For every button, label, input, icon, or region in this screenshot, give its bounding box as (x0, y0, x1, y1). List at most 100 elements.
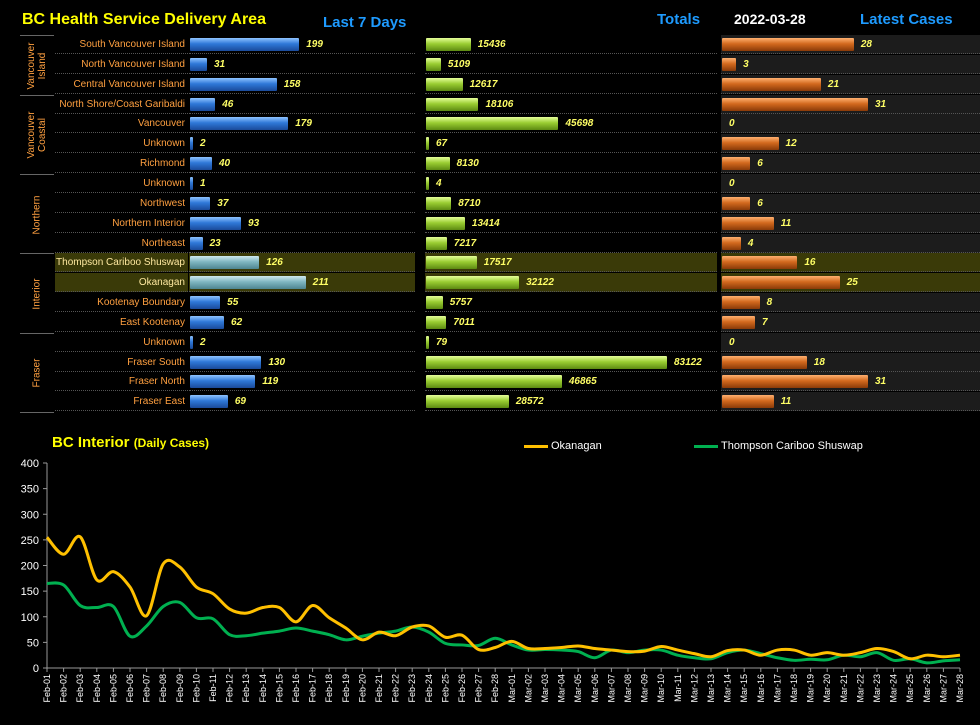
x-tick-label: Mar-26 (922, 674, 932, 703)
x-tick-label: Mar-08 (623, 674, 633, 703)
x-tick-label: Mar-05 (573, 674, 583, 703)
tcs-series-line (46, 581, 961, 665)
total-cell: 17517 (425, 253, 717, 273)
last-7-days-cell: 2 (189, 134, 415, 154)
total-bar (426, 315, 447, 329)
legend-tcs-swatch (694, 444, 718, 448)
x-tick-label: Mar-07 (606, 674, 616, 703)
total-bar (426, 137, 429, 151)
x-tick-label: Feb-14 (258, 674, 268, 703)
table-row: Thompson Cariboo Shuswap 126 17517 16 (0, 253, 980, 273)
x-tick-label: Feb-22 (391, 674, 401, 703)
total-cell: 13414 (425, 214, 717, 233)
last-7-days-value: 23 (209, 237, 221, 249)
last-7-days-value: 69 (234, 396, 246, 408)
x-tick-label: Feb-23 (407, 674, 417, 703)
total-value: 8130 (456, 158, 479, 170)
x-tick-label: Mar-28 (955, 674, 965, 703)
x-tick-label: Feb-07 (142, 674, 152, 703)
last-7-days-value: 119 (262, 376, 279, 388)
last-7-days-value: 179 (295, 118, 312, 130)
y-tick-label: 150 (21, 586, 39, 598)
latest-bar (722, 157, 751, 171)
total-bar (426, 375, 562, 389)
latest-bar (722, 296, 760, 310)
last-7-days-bar (190, 117, 289, 131)
latest-value: 31 (875, 376, 887, 388)
latest-bar (722, 375, 868, 389)
x-tick-label: Mar-21 (839, 674, 849, 703)
total-bar (426, 77, 463, 91)
group-label: Vancouver Island (20, 35, 54, 96)
latest-bar (722, 97, 868, 111)
table-row: Northwest 37 8710 6 (0, 193, 980, 214)
x-tick-label: Feb-04 (92, 674, 102, 703)
group-label: Northern (20, 173, 54, 254)
x-tick-label: Mar-16 (756, 674, 766, 703)
group-label: Interior (20, 253, 54, 333)
last-7-days-bar (190, 375, 256, 389)
x-tick-label: Feb-13 (241, 674, 251, 703)
last-7-days-bar (190, 77, 277, 91)
total-value: 15436 (477, 39, 506, 50)
total-bar (426, 117, 559, 131)
last-7-days-value: 126 (266, 257, 283, 269)
total-bar (426, 38, 471, 51)
x-tick-label: Mar-22 (855, 674, 865, 703)
row-label: Unknown (55, 134, 188, 154)
table-row: Okanagan 211 32122 25 (0, 273, 980, 293)
total-bar (426, 57, 441, 71)
latest-value: 0 (729, 118, 735, 130)
x-tick-label: Mar-13 (706, 674, 716, 703)
total-value: 5757 (449, 297, 472, 309)
table-row: Fraser South 130 83122 18 (0, 352, 980, 373)
latest-value: 3 (743, 58, 749, 70)
row-label: North Shore/Coast Garibaldi (55, 95, 188, 114)
last-7-days-value: 55 (227, 297, 239, 309)
total-value: 18106 (485, 98, 514, 110)
latest-cell: 31 (721, 94, 980, 114)
y-tick-label: 0 (33, 663, 39, 675)
last-7-days-value: 46 (222, 98, 234, 110)
latest-cell: 12 (721, 134, 980, 154)
header-totals: Totals (657, 11, 701, 28)
total-cell: 4 (425, 174, 717, 193)
total-bar (426, 256, 477, 270)
last-7-days-cell: 2 (189, 333, 415, 352)
last-7-days-bar (190, 296, 221, 310)
x-tick-label: Mar-20 (822, 674, 832, 703)
delivery-area-table: Vancouver Island South Vancouver Island 19… (0, 35, 980, 415)
latest-bar (722, 38, 854, 51)
latest-cell: 7 (721, 312, 980, 332)
row-label: Northern Interior (55, 214, 188, 233)
last-7-days-bar (190, 176, 193, 190)
x-tick-label: Feb-21 (374, 674, 384, 703)
total-value: 32122 (526, 277, 554, 289)
header-last-7-days: Last 7 Days (323, 14, 407, 31)
last-7-days-cell: 93 (189, 214, 415, 233)
legend-okanagan: Okanagan (524, 440, 602, 452)
total-cell: 5109 (425, 55, 717, 74)
total-bar (426, 335, 429, 349)
total-value: 17517 (483, 257, 512, 269)
total-bar (426, 296, 443, 310)
latest-value: 21 (827, 78, 840, 90)
table-row: Vancouver 179 45698 0 (0, 114, 980, 134)
row-label: North Vancouver Island (55, 55, 188, 74)
latest-cell: 11 (721, 213, 980, 233)
total-value: 45698 (565, 118, 594, 130)
table-row: Kootenay Boundary 55 5757 8 (0, 293, 980, 313)
last-7-days-value: 40 (218, 158, 231, 170)
x-tick-label: Feb-20 (357, 674, 367, 703)
latest-bar (722, 196, 751, 210)
last-7-days-bar (190, 256, 260, 270)
table-row: Unknown 1 4 0 (0, 173, 980, 194)
x-tick-label: Feb-25 (440, 674, 450, 703)
table-row: Fraser East 69 28572 11 (0, 392, 980, 412)
x-tick-label: Mar-11 (673, 674, 683, 702)
total-value: 83122 (674, 356, 702, 368)
latest-value: 6 (757, 158, 763, 170)
row-label: Central Vancouver Island (55, 75, 188, 94)
row-label: Vancouver (55, 114, 188, 134)
latest-bar (722, 315, 755, 329)
